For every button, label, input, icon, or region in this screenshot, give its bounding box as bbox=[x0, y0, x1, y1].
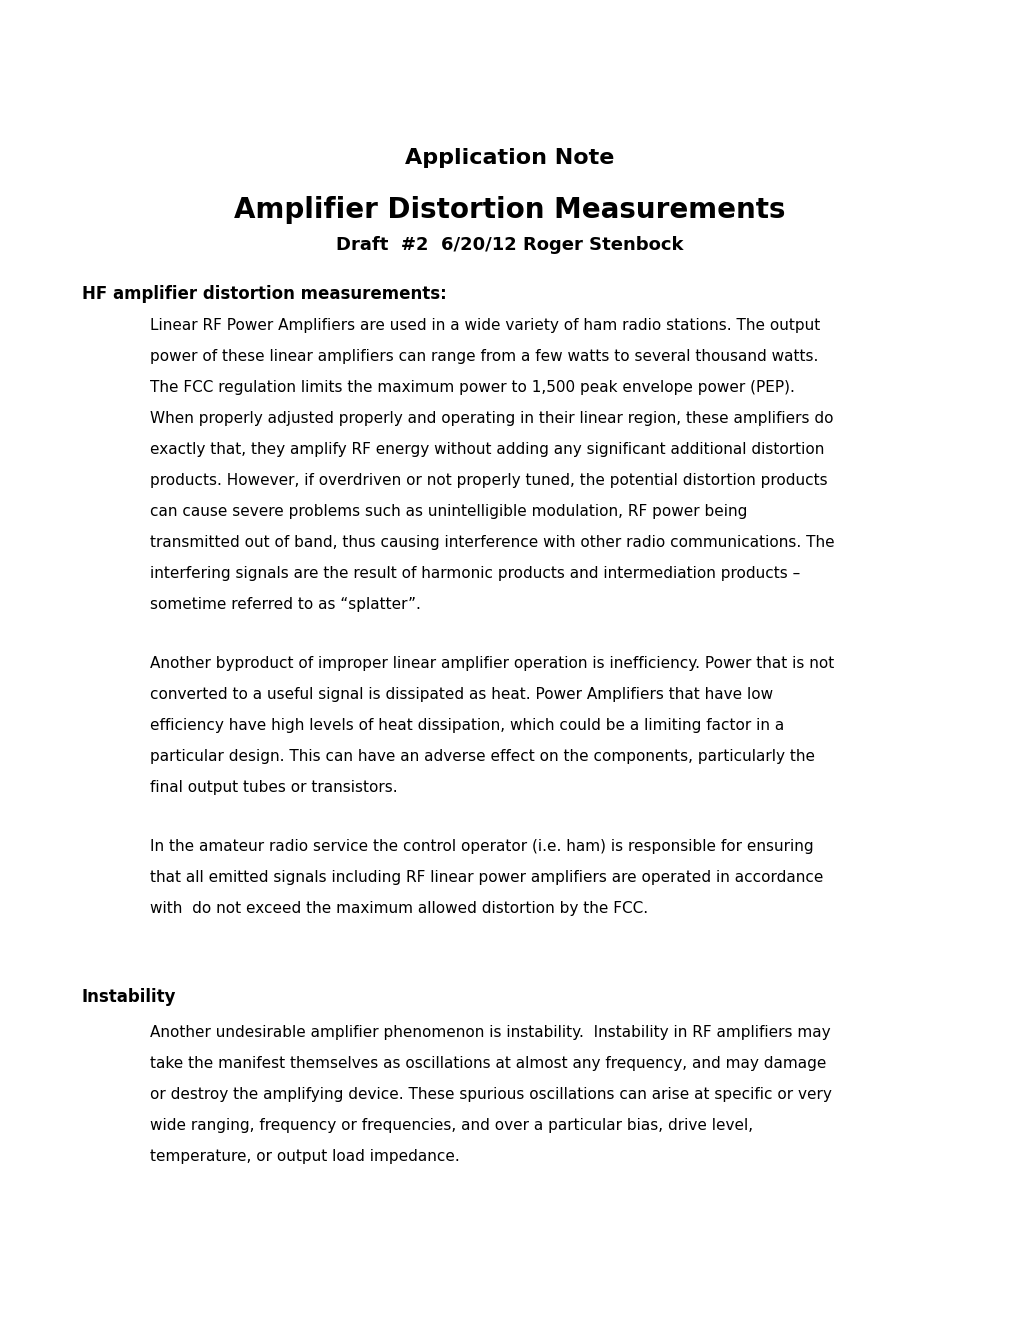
Text: In the amateur radio service the control operator (i.e. ham) is responsible for : In the amateur radio service the control… bbox=[150, 840, 813, 854]
Text: Linear RF Power Amplifiers are used in a wide variety of ham radio stations. The: Linear RF Power Amplifiers are used in a… bbox=[150, 318, 819, 333]
Text: final output tubes or transistors.: final output tubes or transistors. bbox=[150, 780, 397, 795]
Text: exactly that, they amplify RF energy without adding any significant additional d: exactly that, they amplify RF energy wit… bbox=[150, 442, 823, 457]
Text: with  do not exceed the maximum allowed distortion by the FCC.: with do not exceed the maximum allowed d… bbox=[150, 902, 647, 916]
Text: power of these linear amplifiers can range from a few watts to several thousand : power of these linear amplifiers can ran… bbox=[150, 348, 817, 364]
Text: When properly adjusted properly and operating in their linear region, these ampl: When properly adjusted properly and oper… bbox=[150, 411, 833, 426]
Text: converted to a useful signal is dissipated as heat. Power Amplifiers that have l: converted to a useful signal is dissipat… bbox=[150, 686, 772, 702]
Text: products. However, if overdriven or not properly tuned, the potential distortion: products. However, if overdriven or not … bbox=[150, 473, 826, 488]
Text: or destroy the amplifying device. These spurious oscillations can arise at speci: or destroy the amplifying device. These … bbox=[150, 1086, 832, 1102]
Text: Instability: Instability bbox=[82, 987, 176, 1006]
Text: Amplifier Distortion Measurements: Amplifier Distortion Measurements bbox=[234, 195, 785, 224]
Text: transmitted out of band, thus causing interference with other radio communicatio: transmitted out of band, thus causing in… bbox=[150, 535, 834, 550]
Text: Another byproduct of improper linear amplifier operation is inefficiency. Power : Another byproduct of improper linear amp… bbox=[150, 656, 834, 671]
Text: temperature, or output load impedance.: temperature, or output load impedance. bbox=[150, 1148, 460, 1164]
Text: particular design. This can have an adverse effect on the components, particular: particular design. This can have an adve… bbox=[150, 748, 814, 764]
Text: Application Note: Application Note bbox=[405, 148, 614, 168]
Text: can cause severe problems such as unintelligible modulation, RF power being: can cause severe problems such as uninte… bbox=[150, 504, 747, 519]
Text: wide ranging, frequency or frequencies, and over a particular bias, drive level,: wide ranging, frequency or frequencies, … bbox=[150, 1118, 752, 1133]
Text: HF amplifier distortion measurements:: HF amplifier distortion measurements: bbox=[82, 285, 446, 304]
Text: Another undesirable amplifier phenomenon is instability.  Instability in RF ampl: Another undesirable amplifier phenomenon… bbox=[150, 1026, 829, 1040]
Text: Draft  #2  6/20/12 Roger Stenbock: Draft #2 6/20/12 Roger Stenbock bbox=[336, 236, 683, 253]
Text: The FCC regulation limits the maximum power to 1,500 peak envelope power (PEP).: The FCC regulation limits the maximum po… bbox=[150, 380, 794, 395]
Text: sometime referred to as “splatter”.: sometime referred to as “splatter”. bbox=[150, 597, 421, 612]
Text: interfering signals are the result of harmonic products and intermediation produ: interfering signals are the result of ha… bbox=[150, 566, 800, 581]
Text: take the manifest themselves as oscillations at almost any frequency, and may da: take the manifest themselves as oscillat… bbox=[150, 1056, 825, 1071]
Text: that all emitted signals including RF linear power amplifiers are operated in ac: that all emitted signals including RF li… bbox=[150, 870, 822, 884]
Text: efficiency have high levels of heat dissipation, which could be a limiting facto: efficiency have high levels of heat diss… bbox=[150, 718, 784, 733]
